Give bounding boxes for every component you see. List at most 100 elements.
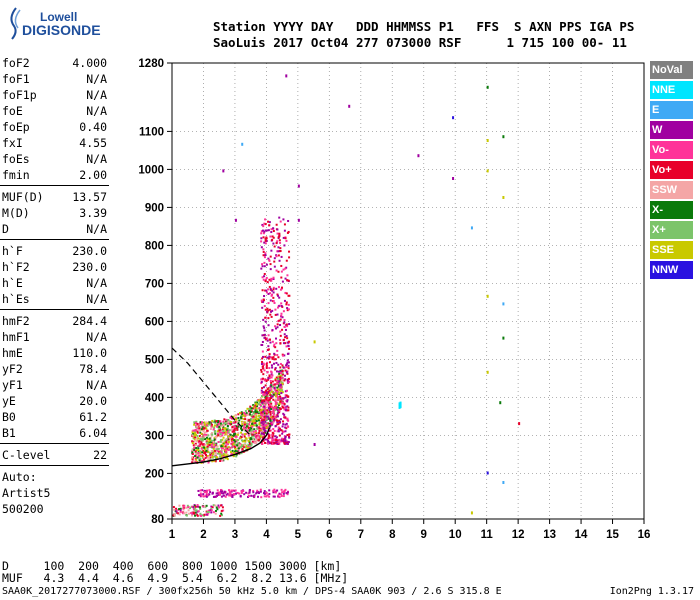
echo-point [219, 460, 222, 463]
echo-point [270, 394, 273, 397]
echo-point [233, 432, 236, 435]
echo-point [194, 511, 197, 514]
echo-point [265, 276, 268, 279]
echo-point [225, 493, 228, 496]
param-row: foF1p N/A [0, 87, 109, 103]
echo-point [269, 422, 272, 425]
echo-point [267, 292, 270, 295]
echo-point [268, 400, 271, 403]
echo-point [235, 435, 238, 438]
echo-point [263, 256, 266, 259]
echo-point [240, 490, 243, 493]
echo-point [282, 401, 285, 404]
echo-point [236, 444, 239, 447]
echo-point [279, 334, 282, 337]
echo-point [264, 424, 267, 427]
echo-point [205, 421, 208, 424]
echo-point [205, 446, 208, 449]
echo-point [185, 514, 188, 517]
echo-point [203, 505, 206, 508]
echo-point [284, 336, 287, 339]
echo-point [205, 441, 208, 444]
echo-point [279, 324, 282, 327]
echo-point [273, 301, 276, 304]
echo-point [222, 494, 225, 497]
echo-point [279, 381, 282, 384]
echo-point [254, 404, 257, 407]
echo-point [267, 427, 270, 430]
echo-point [223, 422, 226, 425]
echo-point [263, 412, 266, 415]
params-separator [0, 185, 109, 186]
echo-point [260, 382, 263, 385]
param-name: yE [2, 394, 16, 408]
echo-point [264, 420, 267, 423]
distance-row: D 100 200 400 600 800 1000 1500 3000 [km… [2, 559, 342, 573]
echo-point [192, 433, 195, 436]
param-value: 230.0 [72, 244, 107, 258]
profile-trace [171, 427, 271, 467]
echo-point [274, 377, 277, 380]
echo-point [279, 400, 282, 403]
echo-point [261, 442, 264, 445]
echo-point [227, 422, 230, 425]
echo-point [254, 409, 257, 412]
echo-point [222, 441, 225, 444]
echo-point [254, 414, 257, 417]
echo-point [230, 442, 233, 445]
echo-point [281, 432, 284, 435]
param-value: N/A [86, 104, 107, 118]
echo-point [232, 443, 235, 446]
echo-point [206, 438, 209, 441]
echo-point [255, 403, 258, 406]
echo-point [226, 447, 229, 450]
echo-point [225, 437, 228, 440]
params-separator [0, 443, 109, 444]
echo-point [195, 440, 198, 443]
echo-point [201, 514, 204, 517]
echo-point [207, 440, 210, 443]
echo-point [239, 412, 242, 415]
echo-point [245, 438, 248, 441]
legend-item: NoVal [650, 61, 693, 79]
echo-point [288, 323, 291, 326]
echo-point [192, 444, 195, 447]
echo-point [274, 325, 277, 328]
echo-point [189, 507, 192, 510]
echo-point [196, 434, 199, 437]
echo-point [265, 263, 268, 266]
echo-point [199, 512, 202, 515]
echo-point [198, 440, 201, 443]
echo-point [276, 414, 279, 417]
echo-point [282, 354, 285, 357]
echo-point [276, 250, 279, 253]
echo-point [220, 490, 223, 493]
echo-point [267, 410, 270, 413]
echo-point [236, 433, 239, 436]
echo-point [266, 339, 269, 342]
echo-point [286, 417, 289, 420]
echo-point [210, 511, 213, 514]
echo-point [248, 407, 251, 410]
echo-point [272, 236, 275, 239]
echo-point [263, 419, 266, 422]
echo-point [213, 426, 216, 429]
echo-point [269, 341, 272, 344]
echo-point [268, 409, 271, 412]
echo-point [252, 415, 255, 418]
echo-point [214, 509, 217, 512]
echo-point [266, 307, 269, 310]
echo-point [195, 449, 198, 452]
echo-point [284, 369, 287, 372]
echo-point [205, 449, 208, 452]
echo-point [240, 436, 243, 439]
echo-point [221, 490, 224, 493]
echo-point [263, 230, 266, 233]
echo-point [226, 446, 229, 449]
echo-point [255, 441, 258, 444]
echo-point [272, 362, 275, 365]
echo-point [197, 444, 200, 447]
echo-point [286, 309, 289, 312]
echo-point [183, 512, 186, 515]
echo-point [219, 492, 222, 495]
